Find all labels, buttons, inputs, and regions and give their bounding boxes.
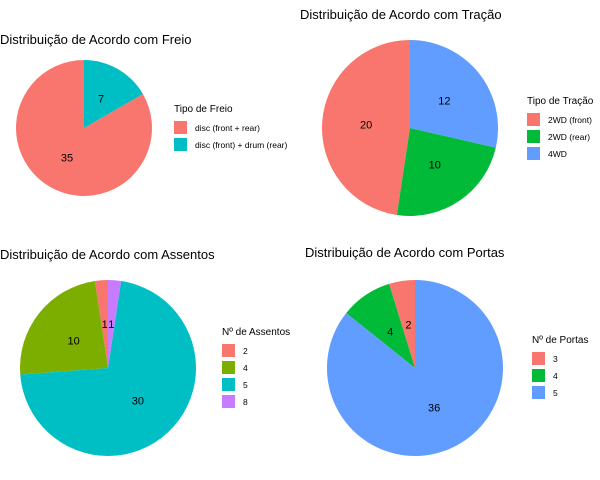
slice-value-label: 20 xyxy=(360,120,372,132)
legend-item: 4 xyxy=(532,367,588,384)
legend-item: 2 xyxy=(222,342,290,359)
legend-item: 4WD xyxy=(527,145,593,162)
legend-swatch xyxy=(222,361,235,374)
legend-swatch xyxy=(222,344,235,357)
legend-swatch xyxy=(532,352,545,365)
legend-title: Nº de Portas xyxy=(532,335,589,346)
legend-swatch xyxy=(532,386,545,399)
legend-swatch xyxy=(174,138,187,151)
slice-value-label: 2 xyxy=(405,319,411,331)
legend-swatch xyxy=(527,130,540,143)
legend-title: Tipo de Freio xyxy=(174,104,233,115)
legend-label: 2WD (rear) xyxy=(548,131,591,142)
legend-swatch xyxy=(527,147,540,160)
legend-item: 4 xyxy=(222,359,290,376)
slice-value-label: 35 xyxy=(61,152,73,164)
chart-title: Distribuição de Acordo com Assentos xyxy=(0,247,215,262)
slice-value-label: 4 xyxy=(387,327,393,339)
legend-swatch xyxy=(222,395,235,408)
legend-label: 5 xyxy=(553,387,558,398)
chart-title: Distribuição de Acordo com Tração xyxy=(300,7,502,22)
legend-label: 5 xyxy=(243,379,248,390)
pie-slice xyxy=(94,280,108,368)
slice-value-label: 12 xyxy=(438,96,450,108)
legend-label: 4WD xyxy=(548,148,567,159)
pie-slice xyxy=(16,60,153,196)
pie-slice xyxy=(389,280,415,368)
pie-slice xyxy=(346,283,415,368)
legend-item: 8 xyxy=(222,393,290,410)
chart-title: Distribuição de Acordo com Freio xyxy=(0,32,192,47)
slice-value-label: 1 xyxy=(108,319,114,331)
pie-slice xyxy=(396,128,496,216)
legend-title: Tipo de Tração xyxy=(527,96,594,107)
legend-item: 2WD (front) xyxy=(527,111,593,128)
pie-slice xyxy=(326,280,503,456)
legend: Tipo de Freio disc (front + rear) disc (f… xyxy=(174,104,287,153)
legend-title: Nº de Assentos xyxy=(222,327,291,338)
pie-slice xyxy=(322,40,410,216)
legend-swatch xyxy=(532,369,545,382)
legend-label: disc (front) + drum (rear) xyxy=(195,139,288,150)
legend-swatch xyxy=(174,121,187,134)
pie-slice xyxy=(108,280,122,368)
legend-label: 4 xyxy=(553,370,558,381)
legend-label: 8 xyxy=(243,396,248,407)
slice-value-label: 10 xyxy=(67,336,79,348)
legend-label: disc (front + rear) xyxy=(195,122,260,133)
legend-item: 5 xyxy=(532,384,588,401)
legend-swatch xyxy=(222,378,235,391)
legend-swatch xyxy=(527,113,540,126)
slice-value-label: 36 xyxy=(428,403,440,415)
legend-item: 3 xyxy=(532,350,588,367)
legend: Nº de Portas 3 4 5 xyxy=(532,335,588,401)
legend-item: disc (front + rear) xyxy=(174,119,287,136)
legend-label: 3 xyxy=(553,353,558,364)
chart-title: Distribuição de Acordo com Portas xyxy=(305,245,505,260)
legend-item: disc (front) + drum (rear) xyxy=(174,136,287,153)
legend-label: 2 xyxy=(243,345,248,356)
legend: Nº de Assentos 2 4 5 8 xyxy=(222,327,290,410)
slice-value-label: 10 xyxy=(429,159,441,171)
slice-value-label: 1 xyxy=(102,319,108,331)
legend-label: 2WD (front) xyxy=(548,114,592,125)
pie-slice xyxy=(20,280,197,457)
pie-slice xyxy=(410,40,498,148)
legend-item: 2WD (rear) xyxy=(527,128,593,145)
legend: Tipo de Tração 2WD (front) 2WD (rear) 4WD xyxy=(527,96,593,162)
pie-slice xyxy=(19,280,109,375)
pie-slice xyxy=(84,60,143,128)
legend-label: 4 xyxy=(243,362,248,373)
legend-item: 5 xyxy=(222,376,290,393)
slice-value-label: 30 xyxy=(132,395,144,407)
slice-value-label: 7 xyxy=(98,94,104,106)
